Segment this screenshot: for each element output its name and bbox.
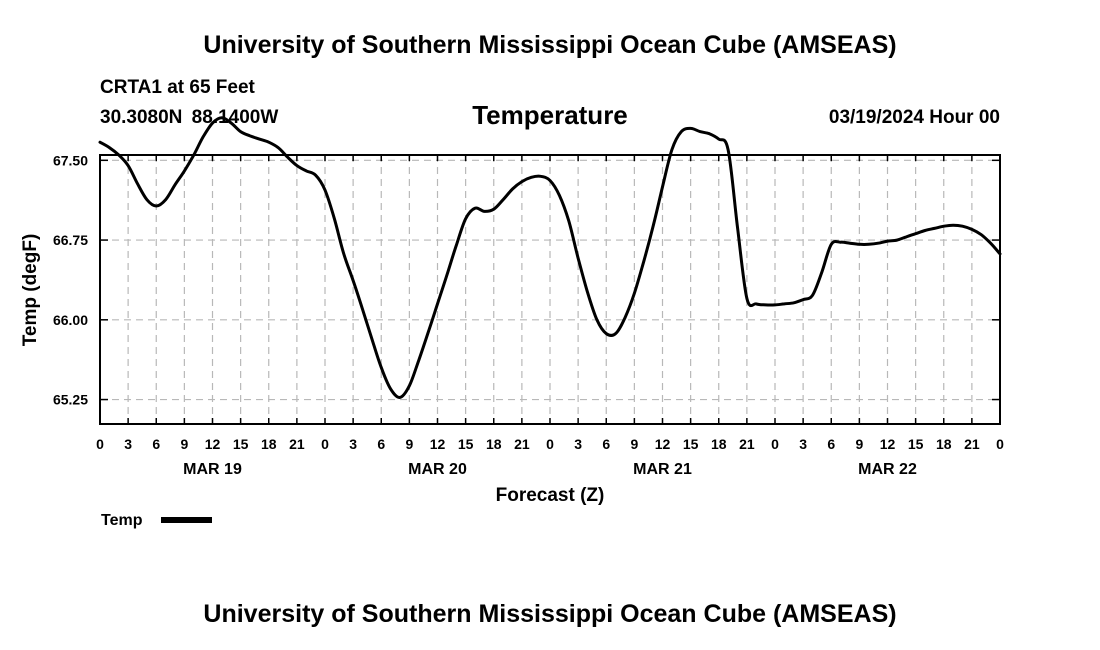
legend-label: Temp (101, 512, 143, 529)
day-label: MAR 19 (183, 461, 242, 478)
x-tick-label: 15 (458, 436, 474, 452)
x-tick-label: 9 (855, 436, 863, 452)
day-label: MAR 21 (633, 461, 692, 478)
y-tick-label: 66.00 (53, 312, 88, 328)
x-tick-label: 12 (880, 436, 896, 452)
x-tick-label: 3 (799, 436, 807, 452)
station-label: CRTA1 at 65 Feet (100, 77, 255, 98)
x-tick-label: 21 (514, 436, 530, 452)
coordinates-label: 30.3080N 88.1400W (100, 107, 279, 128)
y-tick-label: 65.25 (53, 392, 88, 408)
footer-title: University of Southern Mississippi Ocean… (203, 600, 897, 628)
plot-frame (99, 154, 1001, 425)
legend-swatch (161, 517, 212, 523)
x-axis-label: Forecast (Z) (496, 485, 605, 506)
x-tick-label: 6 (602, 436, 610, 452)
y-axis-tick-labels: 65.25 66.00 66.75 67.50 (53, 152, 88, 407)
x-tick-label: 15 (683, 436, 699, 452)
x-tick-label: 0 (546, 436, 554, 452)
x-tick-label: 6 (152, 436, 160, 452)
day-label: MAR 20 (408, 461, 467, 478)
x-tick-label: 9 (180, 436, 188, 452)
x-tick-label: 21 (289, 436, 305, 452)
x-tick-label: 0 (321, 436, 329, 452)
x-tick-label: 12 (655, 436, 671, 452)
x-tick-label: 3 (574, 436, 582, 452)
x-tick-label: 18 (936, 436, 952, 452)
y-axis-ticks (100, 159, 1000, 401)
day-labels: MAR 19 MAR 20 MAR 21 MAR 22 (183, 461, 917, 478)
x-tick-label: 12 (430, 436, 446, 452)
x-tick-label: 0 (996, 436, 1004, 452)
forecast-date-label: 03/19/2024 Hour 00 (828, 107, 1000, 128)
x-tick-label: 18 (486, 436, 502, 452)
x-tick-label: 18 (711, 436, 727, 452)
x-tick-label: 6 (377, 436, 385, 452)
x-tick-label: 15 (233, 436, 249, 452)
x-tick-label: 12 (205, 436, 221, 452)
x-tick-label: 3 (349, 436, 357, 452)
temp-series-line (98, 116, 1002, 399)
x-tick-label: 0 (96, 436, 104, 452)
x-tick-label: 15 (908, 436, 924, 452)
x-tick-label: 6 (827, 436, 835, 452)
x-tick-label: 0 (771, 436, 779, 452)
x-tick-label: 3 (124, 436, 132, 452)
x-tick-label: 21 (739, 436, 755, 452)
x-tick-label: 21 (964, 436, 980, 452)
x-tick-label: 18 (261, 436, 277, 452)
y-axis-label: Temp (degF) (20, 234, 41, 347)
chart-title: Temperature (472, 100, 628, 130)
y-tick-label: 67.50 (53, 152, 88, 168)
day-label: MAR 22 (858, 461, 917, 478)
page-title: University of Southern Mississippi Ocean… (203, 31, 897, 59)
x-tick-label: 9 (630, 436, 638, 452)
grid-lines (100, 155, 1000, 424)
x-tick-label: 9 (405, 436, 413, 452)
x-axis-tick-labels: 0 3 6 9 12 15 18 21 0 3 6 9 12 15 18 21 0 3 6 9 12 15 18 21 0 3 6 9… (96, 436, 1004, 452)
y-tick-label: 66.75 (53, 232, 88, 248)
